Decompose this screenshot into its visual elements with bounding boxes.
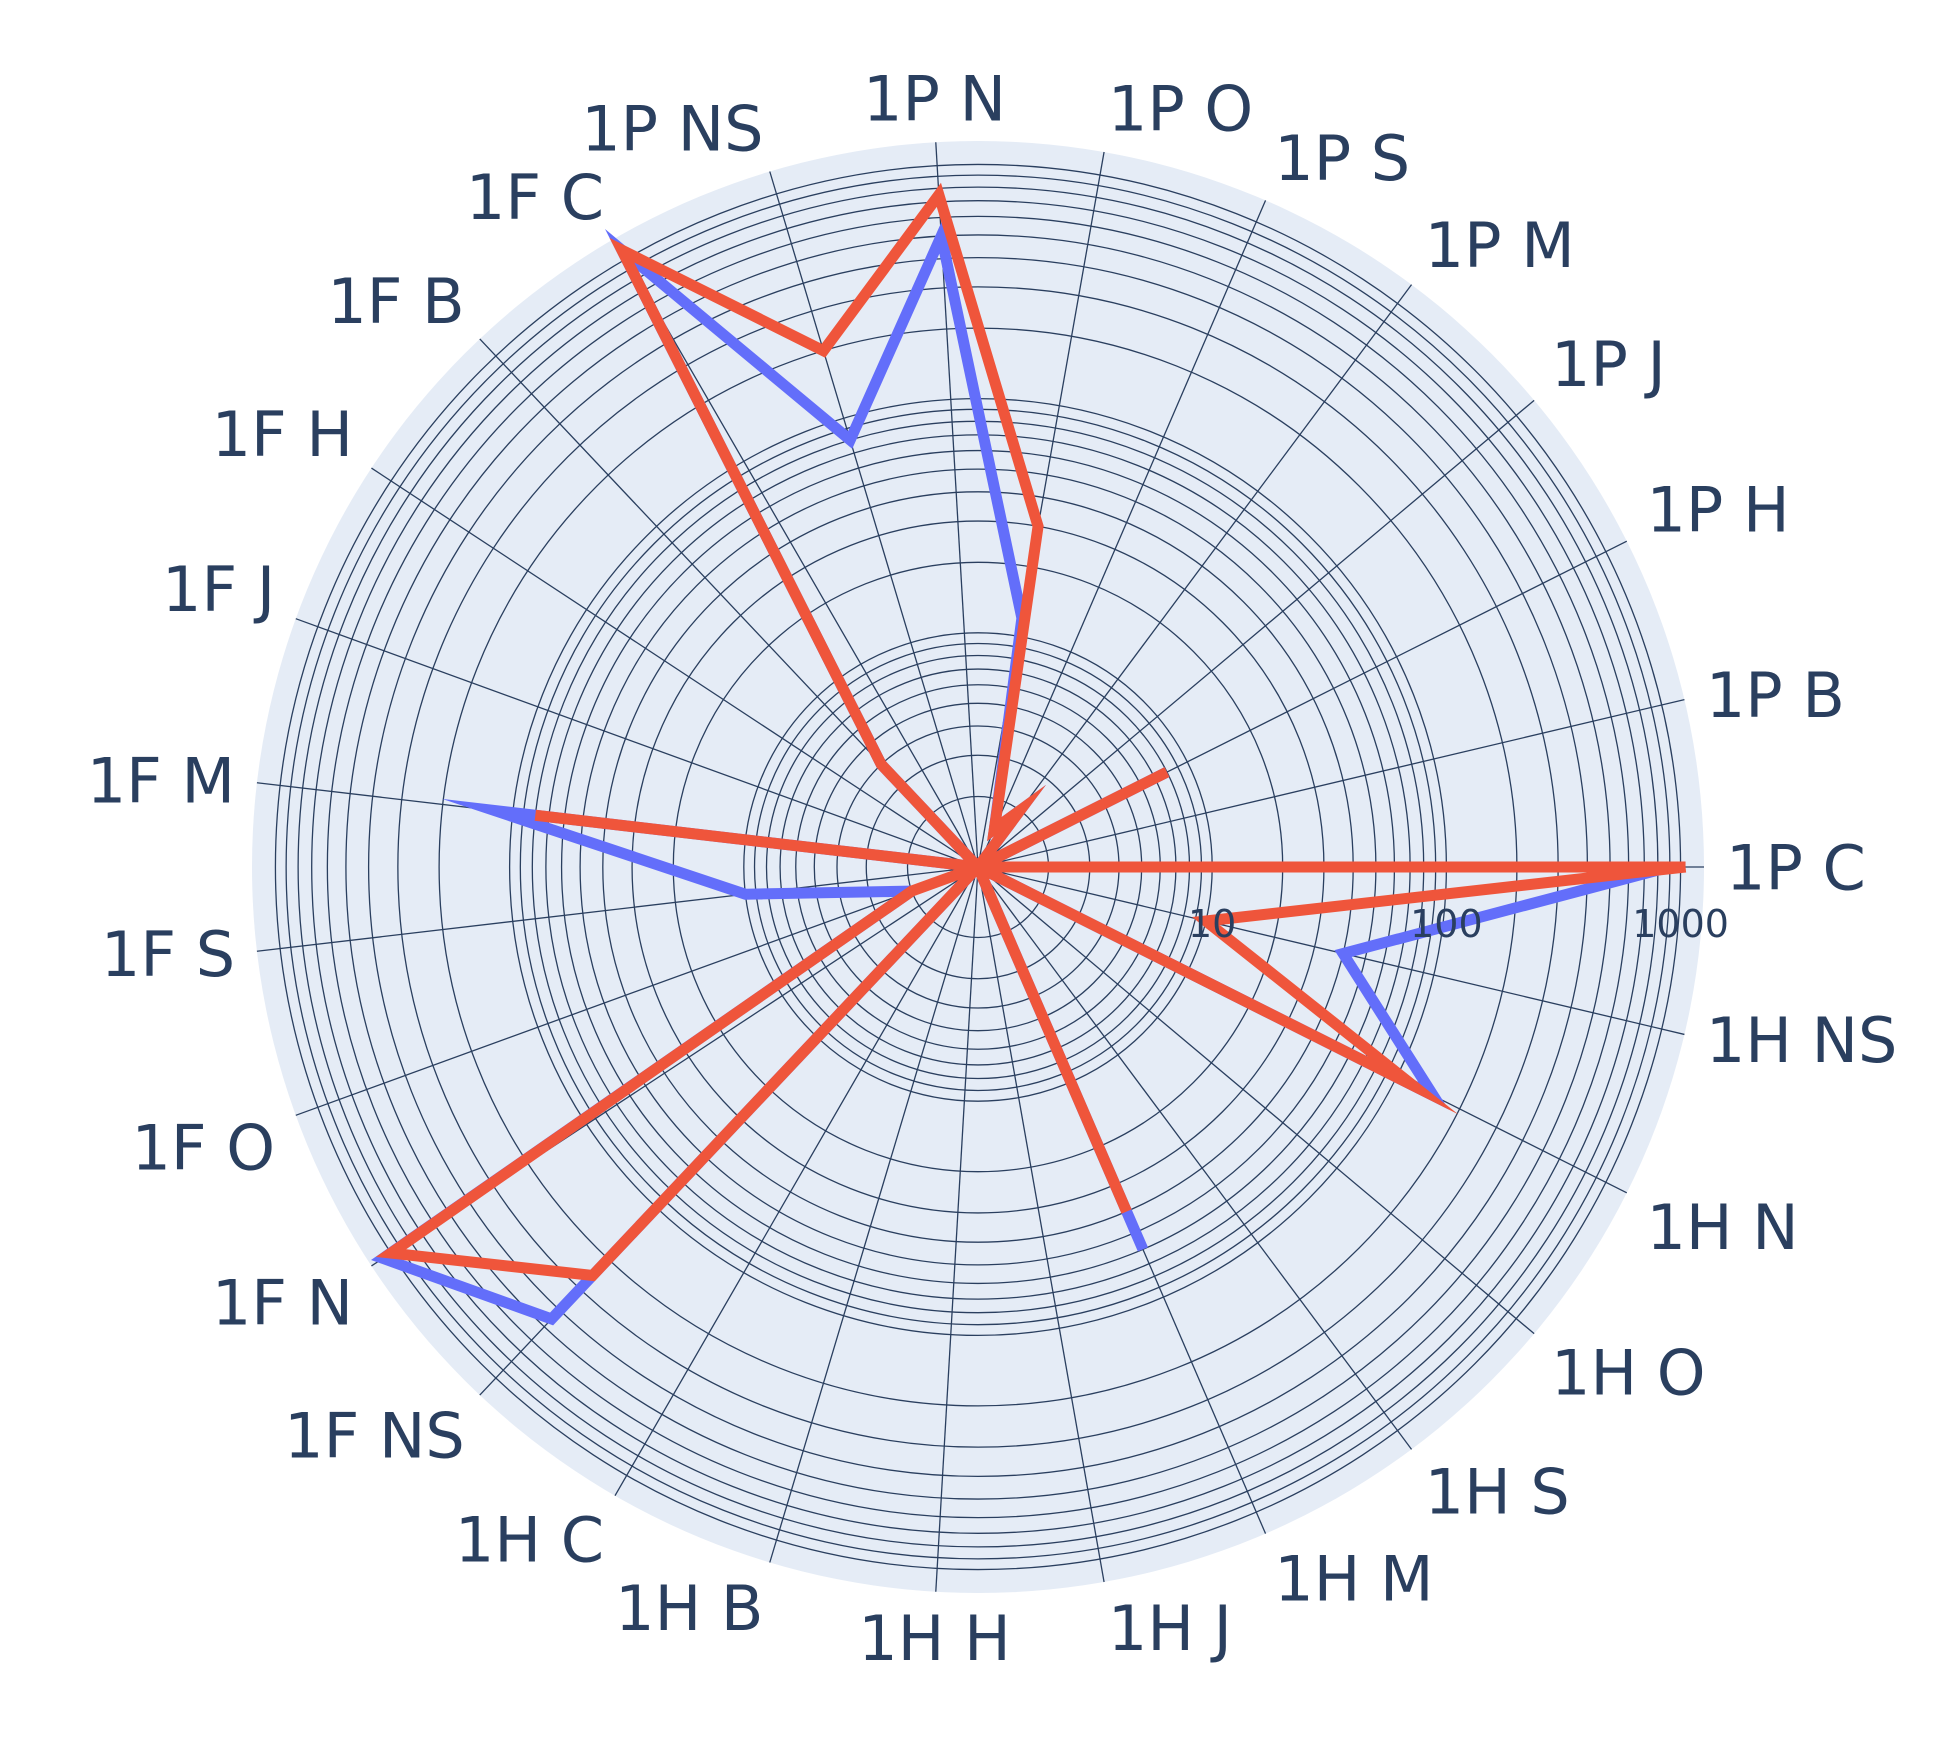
angular-tick-label: 1P J	[1551, 328, 1666, 401]
angular-tick-label: 1H M	[1274, 1542, 1433, 1615]
radial-tick-label: 10	[1188, 902, 1236, 946]
radial-tick-label: 100	[1410, 902, 1483, 946]
angular-grid-line	[977, 284, 1413, 868]
angular-tick-label: 1F O	[131, 1111, 275, 1184]
angular-grid-line	[977, 866, 1685, 1036]
angular-grid-line	[977, 866, 1535, 1335]
angular-grid-line	[614, 237, 979, 868]
angular-tick-label: 1F N	[212, 1267, 353, 1340]
angular-tick-label: 1P H	[1646, 473, 1789, 546]
angular-tick-label: 1P NS	[581, 92, 763, 165]
angular-grid-line	[935, 866, 979, 1592]
angular-tick-label: 1F J	[162, 553, 275, 626]
angular-tick-label: 1P S	[1274, 122, 1410, 195]
angular-grid-line	[769, 866, 979, 1563]
series-line-2	[375, 182, 1687, 1282]
chart-traces	[370, 182, 1687, 1326]
angular-axis-labels: 1P C1P B1P H1P J1P M1P S1P O1P N1P NS1F …	[87, 62, 1898, 1675]
radial-tick-label: 1000	[1632, 902, 1729, 946]
angular-tick-label: 1F H	[212, 398, 353, 471]
angular-tick-label: 1H B	[615, 1572, 763, 1645]
angular-tick-label: 1H N	[1646, 1191, 1798, 1264]
angular-grid-line	[769, 171, 979, 868]
angular-grid-line	[977, 866, 1105, 1583]
angular-grid-line	[295, 866, 979, 1116]
angular-grid-line	[371, 467, 979, 868]
angular-tick-label: 1P C	[1726, 831, 1866, 904]
radial-axis-labels: 10 100 1000	[1188, 902, 1729, 946]
angular-grid-line	[295, 618, 979, 868]
angular-tick-label: 1F C	[466, 161, 604, 234]
angular-grid-line	[256, 866, 979, 952]
angular-grid-line	[977, 151, 1105, 868]
angular-tick-label: 1H H	[858, 1602, 1010, 1675]
angular-grid-line	[977, 200, 1267, 868]
angular-tick-label: 1F M	[87, 744, 235, 817]
angular-tick-label: 1P M	[1425, 209, 1575, 282]
angular-grid-line	[977, 399, 1535, 868]
angular-grid-line	[977, 866, 1413, 1450]
angular-tick-label: 1F NS	[284, 1400, 465, 1473]
angular-grid-line	[614, 866, 979, 1497]
angular-tick-label: 1H J	[1108, 1592, 1232, 1665]
angular-tick-label: 1F S	[101, 918, 235, 991]
angular-tick-label: 1P O	[1108, 72, 1253, 145]
angular-tick-label: 1H O	[1551, 1336, 1706, 1409]
angular-tick-label: 1H NS	[1706, 1004, 1898, 1077]
angular-tick-label: 1H S	[1425, 1455, 1570, 1528]
angular-tick-label: 1H C	[455, 1503, 604, 1576]
angular-tick-label: 1P B	[1706, 659, 1845, 732]
angular-tick-label: 1F B	[327, 265, 464, 338]
angular-grid-line	[977, 698, 1685, 868]
angular-tick-label: 1P N	[863, 62, 1006, 135]
